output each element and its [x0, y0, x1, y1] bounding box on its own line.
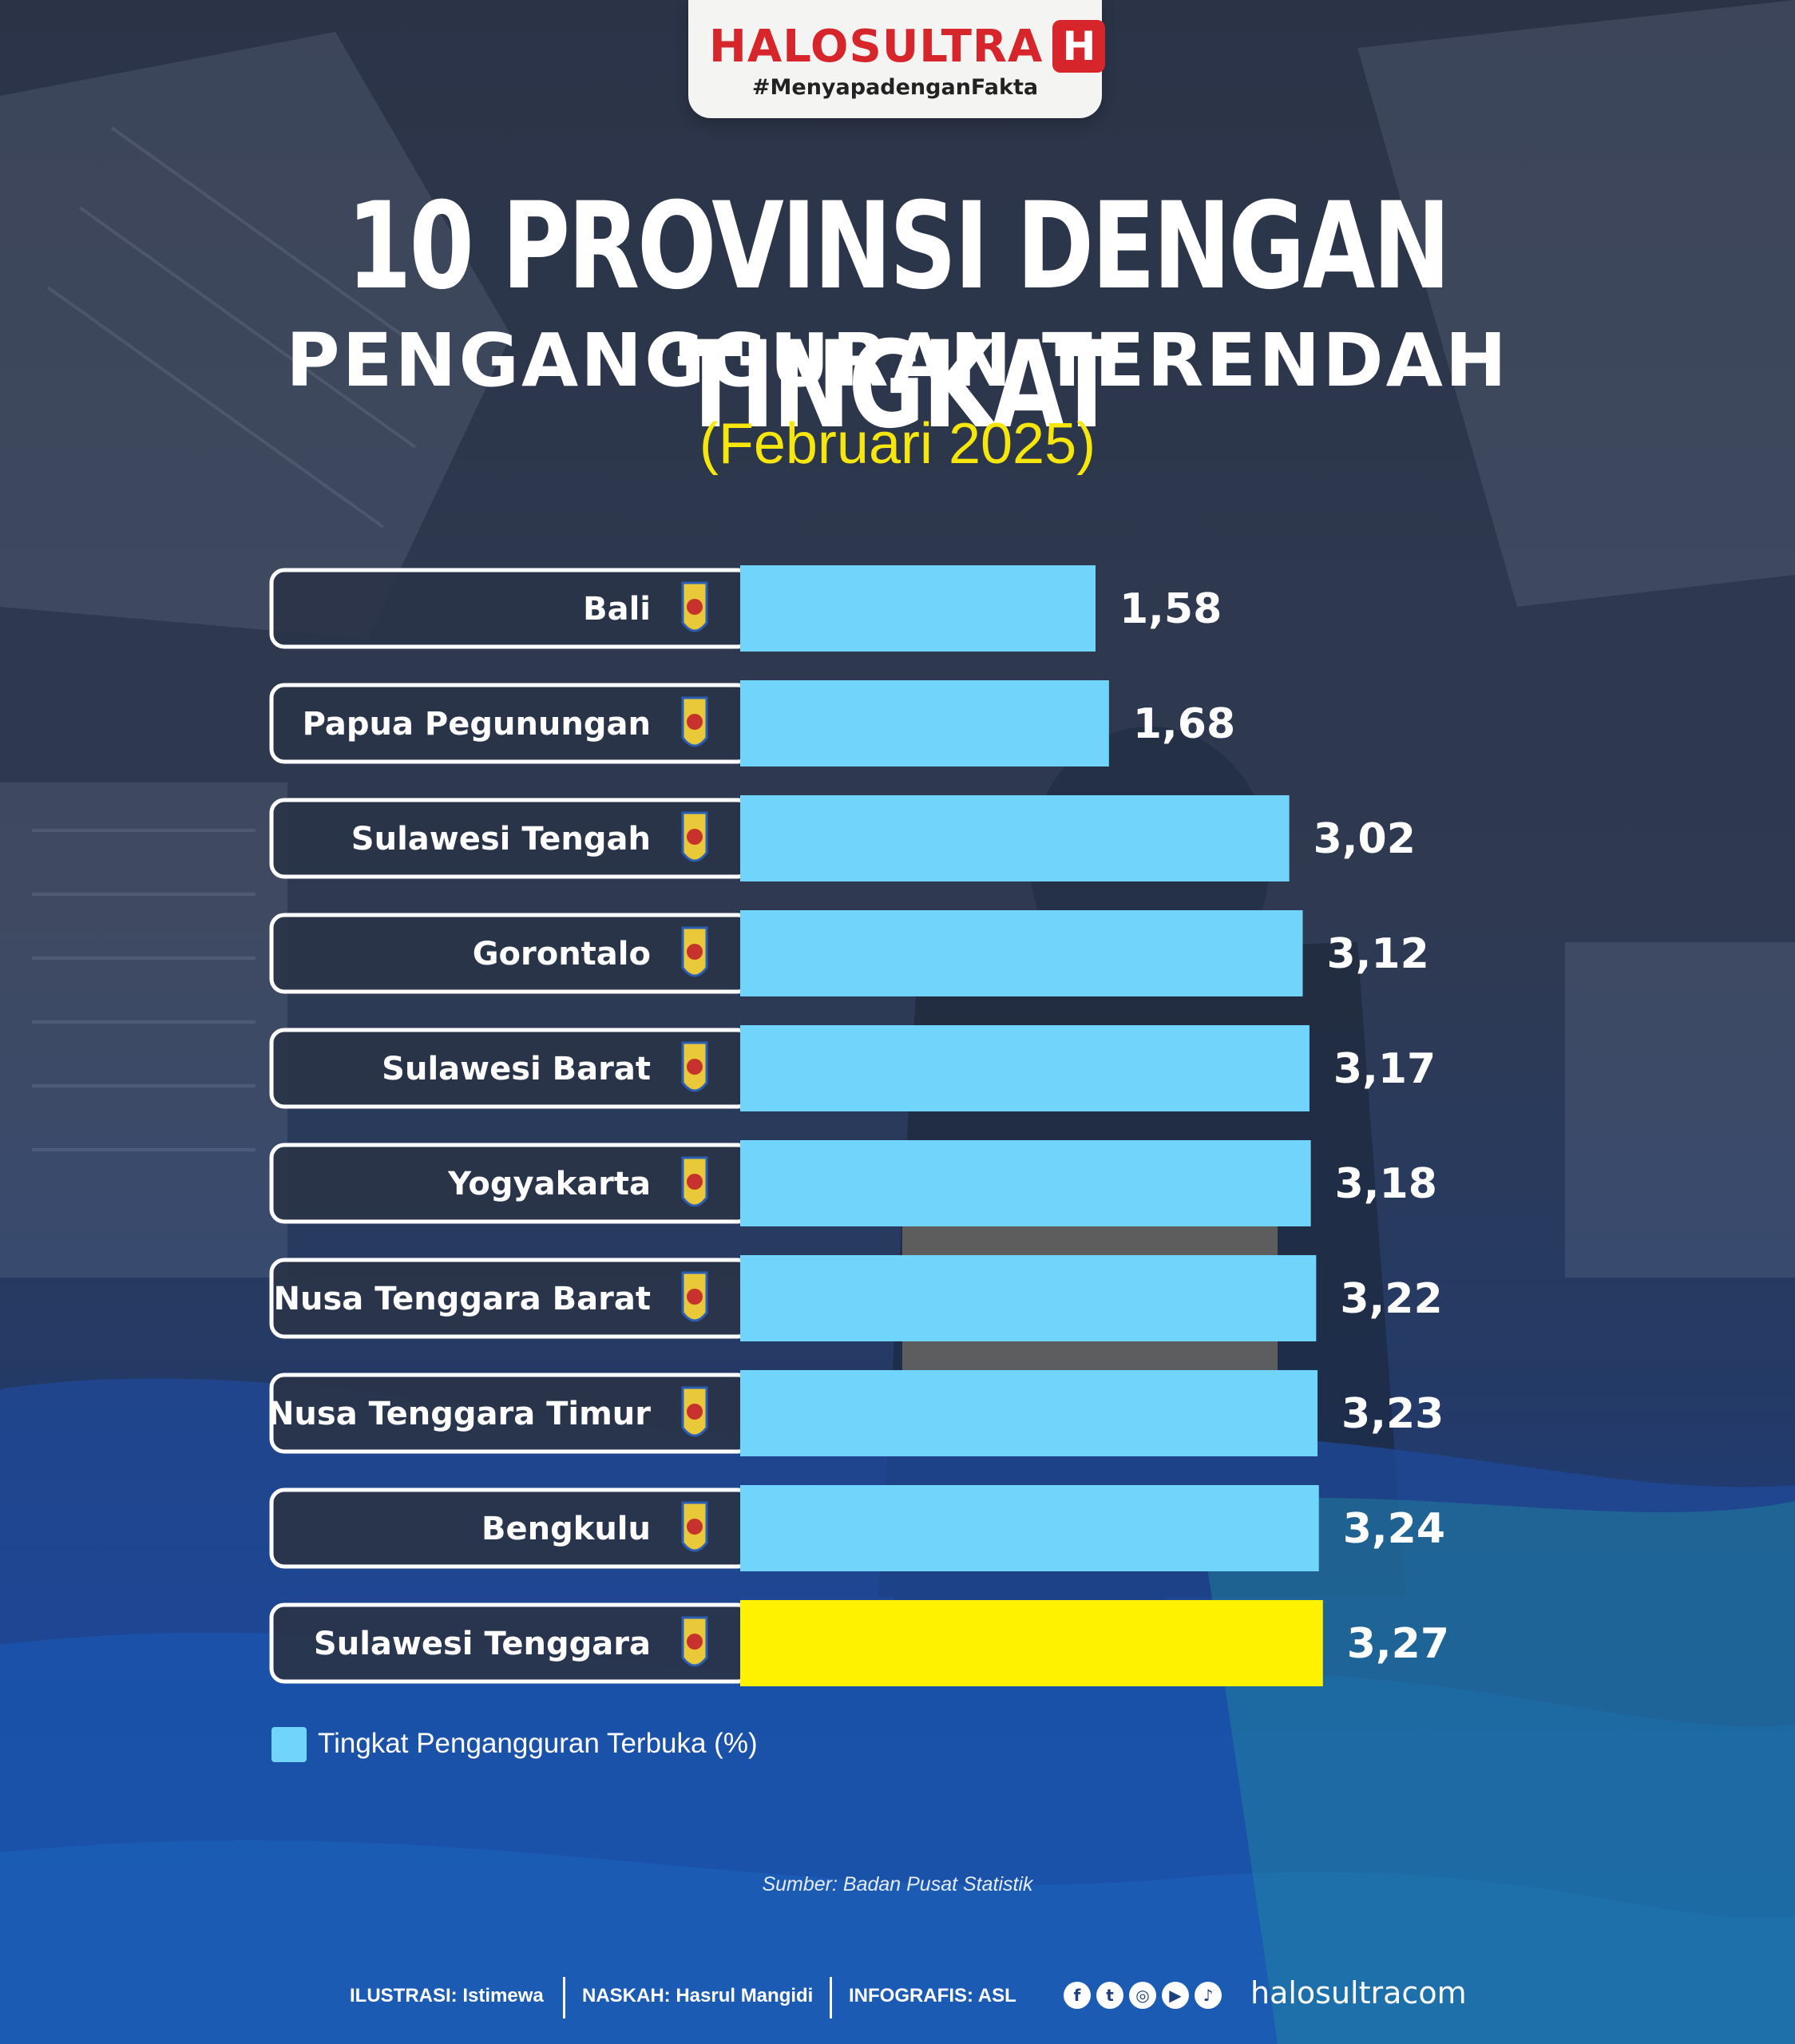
province-emblem-icon — [681, 696, 708, 747]
province-emblem-icon — [681, 1156, 708, 1207]
legend-label: Tingkat Pengangguran Terbuka (%) — [318, 1728, 758, 1759]
province-emblem-icon — [681, 926, 708, 977]
province-emblem-icon — [681, 1271, 708, 1322]
instagram-icon[interactable]: ◎ — [1129, 1982, 1156, 2009]
value-label: 1,68 — [1133, 700, 1235, 748]
legend-swatch — [271, 1727, 307, 1762]
footer-credit-naskah: NASKAH: Hasrul Mangidi — [582, 1985, 814, 2006]
bar — [740, 1025, 1310, 1111]
bar — [740, 1600, 1323, 1686]
category-label: Yogyakarta — [447, 1166, 651, 1202]
facebook-icon[interactable]: f — [1064, 1982, 1091, 2009]
value-label: 3,23 — [1341, 1390, 1444, 1438]
value-label: 3,02 — [1314, 815, 1416, 863]
value-label: 3,22 — [1340, 1275, 1442, 1323]
category-label: Sulawesi Tengah — [351, 821, 651, 858]
twitter-icon[interactable]: t — [1096, 1982, 1123, 2009]
logo-text: HALOSULTRA — [709, 20, 1044, 73]
footer-divider — [563, 1977, 565, 2018]
youtube-icon[interactable]: ▶ — [1162, 1982, 1189, 2009]
footer-credit-ilustrasi: ILUSTRASI: Istimewa — [350, 1985, 544, 2006]
province-emblem-icon — [681, 1501, 708, 1552]
category-label: Papua Pegunungan — [303, 706, 651, 743]
province-emblem-icon — [681, 1616, 708, 1667]
category-label: Nusa Tenggara Barat — [274, 1281, 651, 1317]
category-label: Gorontalo — [473, 936, 651, 972]
province-emblem-icon — [681, 581, 708, 632]
bar — [740, 1140, 1311, 1226]
category-label: Sulawesi Tenggara — [314, 1626, 651, 1662]
bar — [740, 680, 1109, 766]
footer-credit-infografis: INFOGRAFIS: ASL — [849, 1985, 1016, 2006]
value-label: 3,17 — [1333, 1045, 1436, 1093]
bar — [740, 1255, 1317, 1341]
bar — [740, 795, 1290, 881]
value-label: 3,12 — [1326, 930, 1428, 978]
footer-divider — [830, 1977, 832, 2018]
title-line-1: 10 PROVINSI DENGAN TINGKAT — [347, 177, 1451, 455]
title-line-3: (Februari 2025) — [699, 412, 1096, 476]
tagline: #MenyapadenganFakta — [751, 75, 1039, 100]
bar — [740, 1485, 1319, 1571]
value-label: 3,18 — [1335, 1160, 1437, 1208]
category-label: Bali — [583, 591, 651, 628]
bar — [740, 910, 1303, 996]
logo-mark-icon: H — [1052, 20, 1106, 73]
province-emblem-icon — [681, 1041, 708, 1092]
logo: HALOSULTRA H — [709, 16, 1106, 77]
category-label: Bengkulu — [481, 1511, 651, 1547]
value-label: 3,27 — [1347, 1620, 1449, 1668]
category-pill — [269, 568, 753, 649]
value-label: 1,58 — [1119, 585, 1222, 633]
tiktok-icon[interactable]: ♪ — [1195, 1982, 1222, 2009]
website-url[interactable]: halosultracom — [1250, 1975, 1467, 2010]
category-label: Sulawesi Barat — [382, 1051, 651, 1087]
bar — [740, 1370, 1318, 1456]
title-line-2: PENGANGGURAN TERENDAH — [286, 318, 1509, 403]
bar — [740, 565, 1096, 652]
province-emblem-icon — [681, 1386, 708, 1437]
province-emblem-icon — [681, 811, 708, 862]
logo-card: HALOSULTRA H #MenyapadenganFakta — [688, 0, 1106, 118]
value-label: 3,24 — [1343, 1505, 1445, 1553]
source-note: Sumber: Badan Pusat Statistik — [762, 1873, 1033, 1895]
category-label: Nusa Tenggara Timur — [267, 1396, 651, 1432]
